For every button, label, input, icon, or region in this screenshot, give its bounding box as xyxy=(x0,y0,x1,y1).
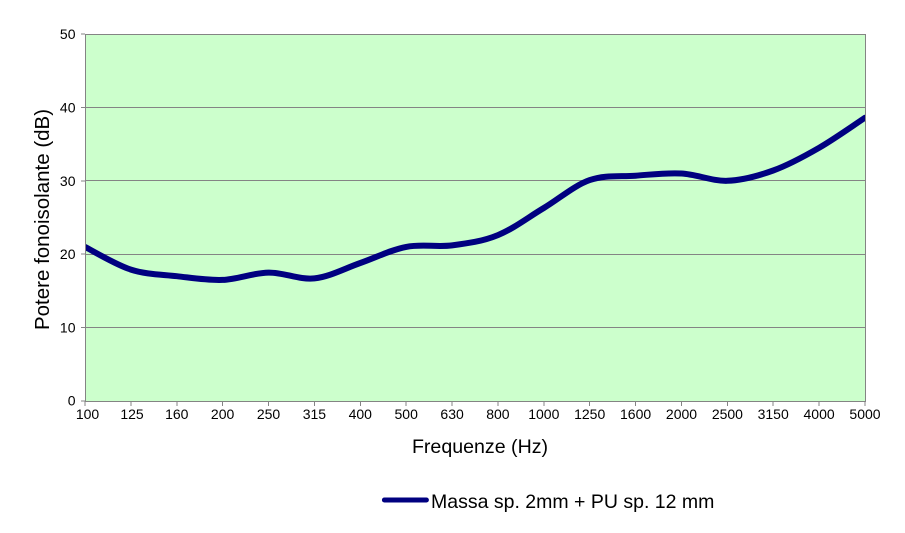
svg-text:315: 315 xyxy=(303,406,327,422)
svg-text:10: 10 xyxy=(60,320,76,336)
svg-text:250: 250 xyxy=(257,406,281,422)
svg-text:30: 30 xyxy=(60,173,76,189)
svg-text:4000: 4000 xyxy=(804,406,835,422)
svg-text:50: 50 xyxy=(60,26,76,42)
svg-text:2500: 2500 xyxy=(712,406,743,422)
svg-text:5000: 5000 xyxy=(849,406,880,422)
svg-text:3150: 3150 xyxy=(758,406,789,422)
svg-text:200: 200 xyxy=(211,406,235,422)
svg-text:0: 0 xyxy=(68,393,76,409)
svg-text:125: 125 xyxy=(120,406,144,422)
svg-text:Massa sp. 2mm + PU sp. 12 mm: Massa sp. 2mm + PU sp. 12 mm xyxy=(431,491,714,513)
svg-text:1000: 1000 xyxy=(528,406,559,422)
svg-text:Frequenze (Hz): Frequenze (Hz) xyxy=(412,436,548,458)
svg-text:500: 500 xyxy=(395,406,419,422)
svg-text:800: 800 xyxy=(486,406,510,422)
svg-text:1250: 1250 xyxy=(574,406,605,422)
svg-text:1600: 1600 xyxy=(620,406,651,422)
svg-text:Potere fonoisolante (dB): Potere fonoisolante (dB) xyxy=(31,109,54,330)
svg-text:2000: 2000 xyxy=(666,406,697,422)
svg-text:400: 400 xyxy=(349,406,373,422)
svg-text:100: 100 xyxy=(76,406,100,422)
svg-text:20: 20 xyxy=(60,246,76,262)
svg-text:40: 40 xyxy=(60,99,76,115)
svg-text:630: 630 xyxy=(440,406,464,422)
svg-text:160: 160 xyxy=(165,406,189,422)
